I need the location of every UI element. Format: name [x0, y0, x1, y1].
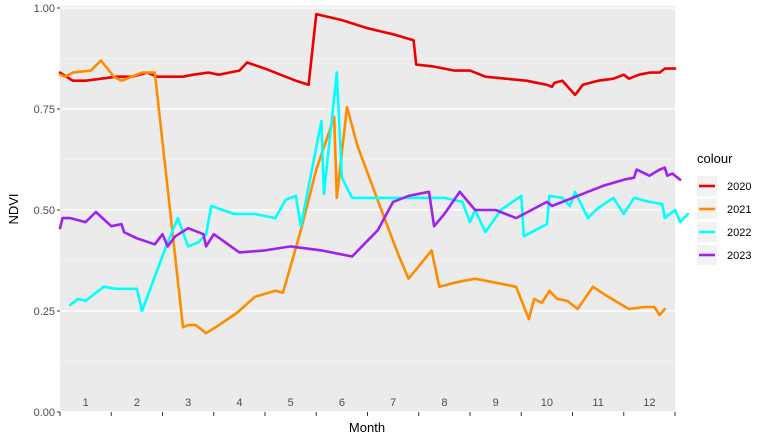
month-label: 10 [541, 397, 553, 409]
legend: colour 2020 2021 2022 2023 [697, 151, 751, 265]
y-tick-label: 0.25 [34, 306, 55, 318]
y-tick-label: 0.75 [34, 104, 55, 116]
month-label: 2 [134, 397, 140, 409]
month-label: 1 [83, 397, 89, 409]
series-lines [58, 12, 690, 335]
month-label: 6 [339, 397, 345, 409]
legend-label-2021: 2021 [727, 204, 751, 216]
series-line-2023 [58, 166, 682, 258]
y-axis-title: NDVI [6, 193, 21, 224]
month-label: 8 [441, 397, 447, 409]
minor-grid [60, 58, 675, 362]
legend-label-2020: 2020 [727, 181, 751, 193]
month-label: 12 [643, 397, 655, 409]
y-tick-label: 0.00 [34, 407, 55, 419]
month-boundary-ticks [59, 412, 676, 416]
month-label: 7 [390, 397, 396, 409]
series-line-2021 [58, 59, 667, 335]
legend-label-2023: 2023 [727, 250, 751, 262]
month-label: 11 [592, 397, 603, 409]
month-label: 9 [493, 397, 499, 409]
x-axis-title: Month [349, 420, 385, 435]
y-axis-ticks: 0.00 0.25 0.50 0.75 1.00 [34, 3, 60, 419]
month-label: 4 [236, 397, 242, 409]
y-tick-label: 1.00 [34, 3, 55, 15]
legend-label-2022: 2022 [727, 227, 751, 239]
month-label: 5 [288, 397, 294, 409]
y-tick-label: 0.50 [34, 205, 55, 217]
plot-panel [60, 6, 675, 412]
month-labels: 1 2 3 4 5 6 7 8 9 10 11 12 [83, 397, 656, 409]
series-line-2020 [58, 12, 677, 97]
major-grid [60, 7, 675, 413]
legend-title: colour [697, 151, 733, 166]
month-label: 3 [185, 397, 191, 409]
